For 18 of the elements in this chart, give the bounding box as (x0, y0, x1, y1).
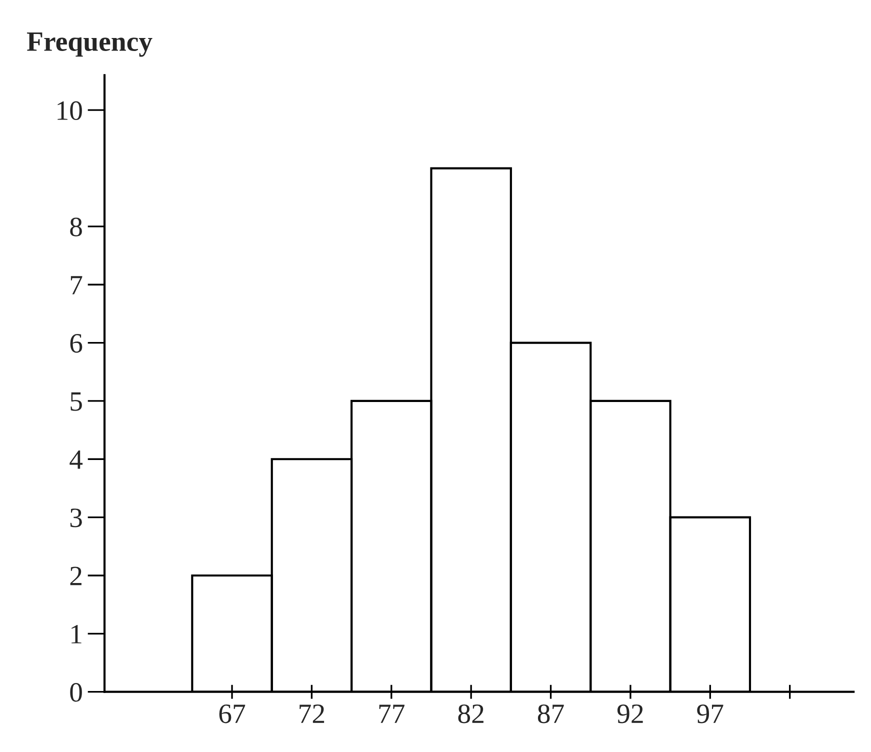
y-tick-label: 2 (70, 566, 82, 586)
x-tick-label: 92 (617, 704, 643, 724)
y-tick-label: 6 (70, 334, 82, 353)
x-tick-label: 72 (300, 704, 324, 723)
y-tick-label: 4 (70, 450, 83, 469)
y-tick-label: 0 (70, 683, 82, 702)
x-tick-label: 77 (379, 704, 404, 723)
x-tick-label: 82 (458, 704, 484, 724)
y-tick-label: 10 (58, 101, 82, 120)
y-tick-label: 3 (70, 508, 82, 528)
y-tick-label: 1 (72, 624, 82, 644)
x-tick-label: 87 (538, 704, 564, 724)
x-tick-label: 97 (697, 704, 724, 724)
y-axis-title: Frequency (26, 32, 152, 57)
y-tick-label: 8 (70, 218, 82, 236)
y-tick-label: 7 (70, 276, 82, 294)
y-tick-label: 5 (70, 392, 82, 411)
x-tick-label: 67 (219, 704, 246, 724)
